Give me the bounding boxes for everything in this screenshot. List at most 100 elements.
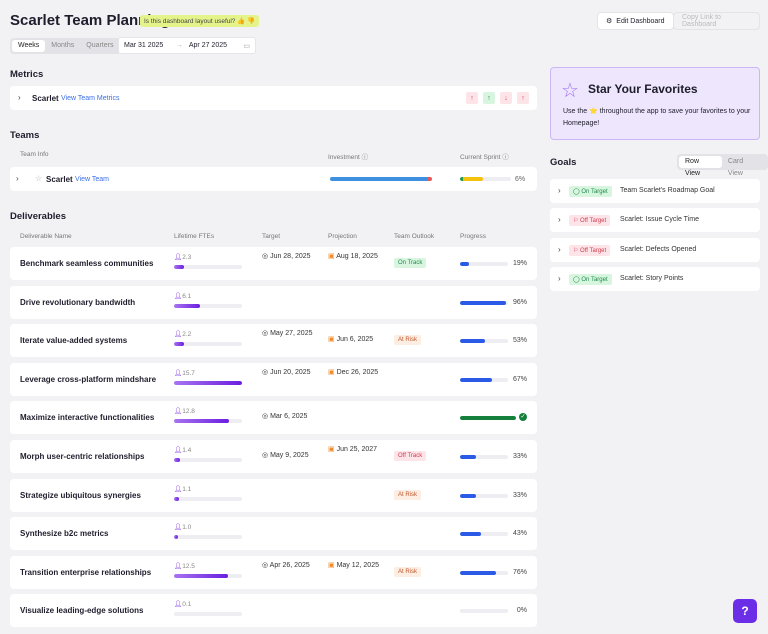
projection-date: ▣ Aug 18, 2025 (328, 253, 378, 260)
progress-bar (460, 262, 508, 266)
chevron-right-icon[interactable]: › (558, 244, 561, 254)
calendar-icon: ▣ (328, 561, 337, 569)
target-date: ◎ Jun 28, 2025 (262, 253, 311, 260)
deliverable-row[interactable]: Iterate value-added systems 👤︎2.2 ◎ May … (10, 324, 537, 358)
deliverable-name[interactable]: Drive revolutionary bandwidth (20, 297, 136, 307)
star-icon[interactable]: ☆ (35, 174, 43, 183)
fte-bar (174, 496, 242, 501)
card-view-tab[interactable]: Card View (727, 158, 744, 177)
row-view-tab[interactable]: Row View (679, 156, 722, 177)
projection-date: ▣ Jun 6, 2025 (328, 336, 374, 344)
fte-bar (174, 265, 242, 269)
investment-bar (330, 177, 432, 181)
period-weeks[interactable]: Weeks (12, 40, 46, 52)
deliverable-name[interactable]: Leverage cross-platform mindshare (20, 374, 157, 384)
check-circle-icon: ◯ (573, 189, 582, 195)
deliverable-row[interactable]: Benchmark seamless communities 👤︎2.3 ◎ J… (10, 247, 537, 280)
deliverable-name[interactable]: Iterate value-added systems (20, 336, 128, 346)
deliverable-row[interactable]: Maximize interactive functionalities 👤︎1… (10, 401, 537, 435)
progress-percent: 19% (512, 260, 527, 267)
metric-trend-icons: ↑ ↑ ↓ ↑ (461, 92, 529, 104)
outlook-badge: At Risk (394, 335, 422, 346)
fte-bar (174, 342, 242, 347)
deliverable-row[interactable]: Leverage cross-platform mindshare 👤︎15.7… (10, 362, 537, 396)
sprint-percent: 6% (515, 175, 526, 183)
star-favorites-card: ☆ Star Your Favorites Use the ⭐ througho… (550, 67, 760, 140)
deliverable-row[interactable]: Visualize leading-edge solutions 👤︎0.1 0… (10, 594, 537, 628)
edit-dashboard-button[interactable]: ⚙ Edit Dashboard (597, 12, 674, 30)
col-investment: Investment ⓘ (328, 154, 369, 161)
progress-bar (460, 493, 508, 498)
chevron-right-icon[interactable]: › (558, 186, 561, 195)
arrow-up-icon: ↑ (466, 92, 478, 104)
calendar-icon: ▣ (328, 336, 337, 344)
col-lifetime-ftes: Lifetime FTEs (174, 233, 215, 240)
outlook-badge: On Track (394, 258, 427, 268)
goal-name: Scarlet: Story Points (620, 274, 684, 282)
end-date[interactable]: Apr 27 2025 (188, 42, 228, 49)
metrics-row[interactable]: › Scarlet View Team Metrics ↑ ↑ ↓ ↑ (10, 86, 537, 110)
team-row[interactable]: › ☆ Scarlet View Team 6% (10, 167, 537, 191)
flag-icon: ⚐ (573, 218, 581, 225)
deliverable-name[interactable]: Benchmark seamless communities (20, 259, 154, 268)
target-icon: ◎ (262, 452, 271, 459)
goal-status-badge: ⚐ Off Target (569, 244, 611, 256)
person-icon: 👤︎ (174, 485, 183, 493)
progress-percent: 0% (516, 607, 527, 615)
goal-status-badge: ◯ On Target (569, 186, 612, 197)
target-icon: ◎ (262, 368, 271, 376)
chevron-right-icon[interactable]: › (16, 174, 19, 183)
deliverable-row[interactable]: Synthesize b2c metrics 👤︎1.0 43% (10, 517, 537, 551)
copy-link-button[interactable]: Copy Link to Dashboard (673, 12, 760, 30)
deliverable-name[interactable]: Synthesize b2c metrics (20, 529, 109, 539)
fte-value: 👤︎6.1 (174, 292, 192, 300)
deliverable-row[interactable]: Transition enterprise relationships 👤︎12… (10, 555, 537, 589)
projection-date: ▣ Jun 25, 2027 (328, 446, 378, 453)
target-date: ◎ Mar 6, 2025 (262, 413, 308, 421)
goal-row[interactable]: › ⚐ Off Target Scarlet: Issue Cycle Time (550, 208, 760, 233)
fte-value: 👤︎1.4 (174, 447, 192, 454)
help-button[interactable]: ? (733, 599, 757, 623)
deliverable-name[interactable]: Maximize interactive functionalities (20, 413, 155, 423)
progress-percent: 43% (512, 530, 527, 538)
fte-value: 👤︎1.1 (174, 485, 192, 493)
deliverable-name[interactable]: Transition enterprise relationships (20, 567, 152, 577)
chevron-right-icon[interactable]: › (558, 215, 561, 225)
target-icon: ◎ (262, 561, 270, 569)
check-circle-icon: ✓ (519, 413, 527, 422)
progress-bar (460, 532, 508, 537)
deliverable-row[interactable]: Drive revolutionary bandwidth 👤︎6.1 96% (10, 285, 537, 319)
edit-dashboard-label: Edit Dashboard (616, 17, 665, 25)
fte-bar (174, 303, 242, 308)
col-projection: Projection (328, 233, 357, 240)
period-months[interactable]: Months (51, 42, 75, 49)
view-team-metrics-link[interactable]: View Team Metrics (61, 94, 120, 102)
team-name: Scarlet (46, 175, 73, 184)
fte-bar (174, 419, 242, 424)
col-progress: Progress (460, 233, 487, 240)
metrics-heading: Metrics (10, 69, 44, 80)
period-quarters[interactable]: Quarters (86, 42, 114, 49)
col-team-outlook: Team Outlook (394, 233, 435, 240)
deliverable-name[interactable]: Morph user-centric relationships (20, 452, 145, 461)
start-date[interactable]: Mar 31 2025 (124, 42, 164, 49)
deliverable-row[interactable]: Strategize ubiquitous synergies 👤︎1.1 At… (10, 478, 537, 512)
deliverable-name[interactable]: Strategize ubiquitous synergies (20, 490, 141, 500)
goal-row[interactable]: › ◯ On Target Team Scarlet's Roadmap Goa… (550, 179, 760, 203)
view-team-link[interactable]: View Team (75, 175, 109, 183)
feedback-prompt[interactable]: Is this dashboard layout useful? 👍 👎 (140, 15, 260, 27)
arrow-right-icon: → (175, 42, 183, 49)
deliverable-row[interactable]: Morph user-centric relationships 👤︎1.4 ◎… (10, 440, 537, 473)
goal-row[interactable]: › ⚐ Off Target Scarlet: Defects Opened (550, 237, 760, 262)
sparkle-star-icon: ☆ (561, 80, 579, 102)
goals-heading: Goals (550, 157, 577, 168)
chevron-right-icon[interactable]: › (558, 273, 561, 283)
fte-bar (174, 380, 242, 385)
outlook-badge: At Risk (394, 489, 422, 500)
goal-row[interactable]: › ◯ On Target Scarlet: Story Points (550, 266, 760, 291)
check-circle-icon: ◯ (573, 276, 582, 283)
chevron-right-icon[interactable]: › (18, 93, 21, 102)
fte-value: 👤︎1.0 (174, 524, 192, 532)
date-range-picker[interactable]: Mar 31 2025 → Apr 27 2025 ▭ (118, 37, 256, 54)
deliverable-name[interactable]: Visualize leading-edge solutions (20, 606, 144, 616)
